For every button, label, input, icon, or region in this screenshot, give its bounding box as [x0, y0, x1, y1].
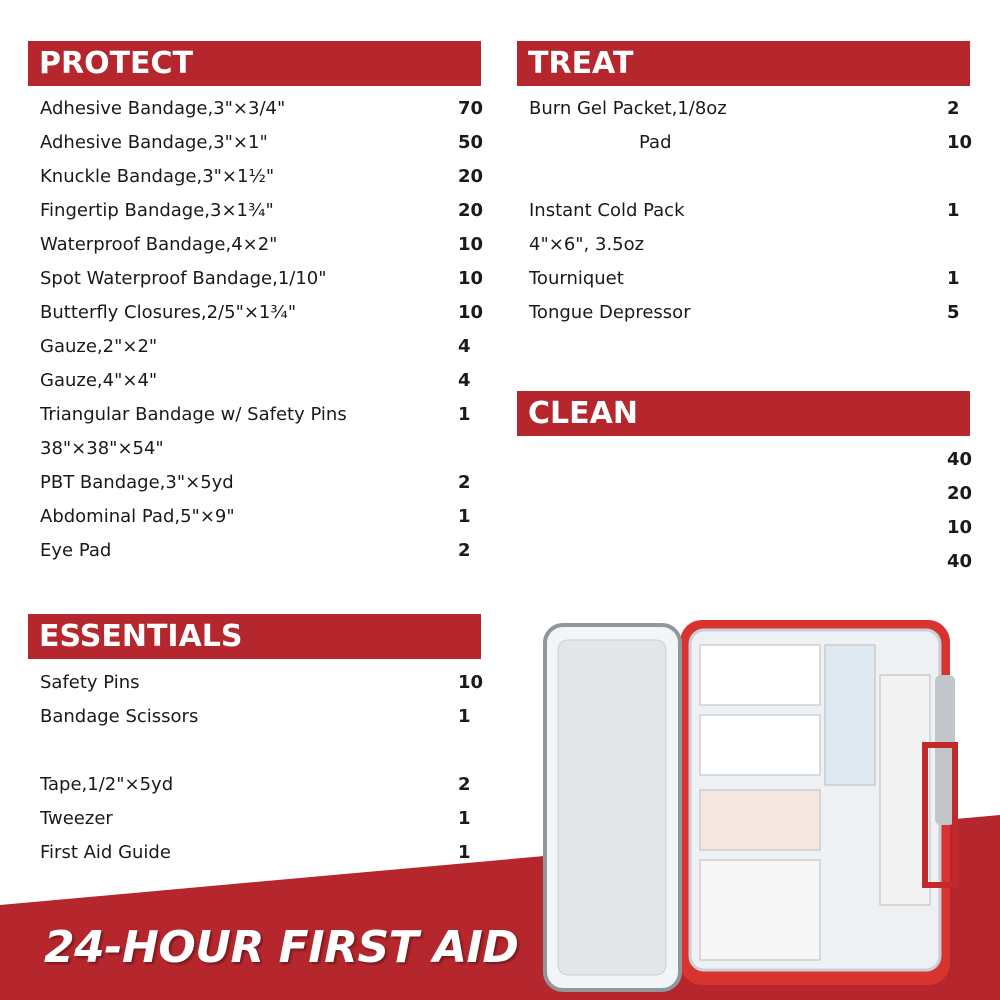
item-label: Tongue Depressor: [529, 302, 691, 323]
item-count: 10: [458, 268, 484, 289]
protect-item: Butterfly Closures,2/5"×1¾" 10: [28, 296, 484, 330]
item-label: First Aid Guide: [40, 842, 171, 863]
item-label: Fingertip Bandage,3×1¾": [40, 200, 274, 221]
item-count: 20: [947, 483, 973, 504]
item-count: 50: [458, 132, 484, 153]
clean-item: 10: [517, 511, 973, 545]
protect-item: Knuckle Bandage,3"×1½" 20: [28, 160, 484, 194]
item-count: 1: [947, 268, 960, 289]
protect-header: PROTECT: [28, 41, 481, 86]
item-label: 4"×6", 3.5oz: [529, 234, 645, 255]
item-label: Eye Pad: [40, 540, 112, 561]
item-count: 10: [458, 672, 484, 693]
clean-item: 20: [517, 477, 973, 511]
item-label: Gauze,4"×4": [40, 370, 158, 391]
item-count: 10: [947, 517, 973, 538]
protect-item: Adhesive Bandage,3"×1" 50: [28, 126, 484, 160]
essentials-header: ESSENTIALS: [28, 614, 481, 659]
item-label: Tweezer: [40, 808, 113, 829]
item-label: Waterproof Bandage,4×2": [40, 234, 278, 255]
item-count: 1: [947, 200, 960, 221]
protect-item: Adhesive Bandage,3"×3/4" 70: [28, 92, 484, 126]
essentials-item: Safety Pins 10: [28, 666, 484, 700]
protect-item: PBT Bandage,3"×5yd 2: [28, 466, 481, 500]
item-label: Burn Gel Packet,1/8oz: [529, 98, 727, 119]
item-label: Triangular Bandage w/ Safety Pins: [40, 404, 347, 425]
item-label: Tape,1/2"×5yd: [40, 774, 174, 795]
item-count: 2: [458, 774, 471, 795]
item-count: 4: [458, 370, 471, 391]
essentials-list: Safety Pins 10 Bandage Scissors 1 Tape,1/2"×…: [28, 666, 484, 870]
treat-header: TREAT: [517, 41, 970, 86]
item-count: 1: [458, 404, 471, 425]
clean-item: 40: [517, 545, 973, 579]
essentials-item: Tape,1/2"×5yd 2: [28, 768, 481, 802]
treat-item: Burn Gel Packet,1/8oz 2: [517, 92, 970, 126]
protect-item: 38"×38"×54": [28, 432, 481, 466]
essentials-item: Bandage Scissors 1: [28, 700, 481, 734]
item-count: 2: [947, 98, 960, 119]
clean-header: CLEAN: [517, 391, 970, 436]
treat-item: Tourniquet 1: [517, 262, 970, 296]
protect-item: Eye Pad 2: [28, 534, 481, 568]
item-count: 5: [947, 302, 960, 323]
item-label: Abdominal Pad,5"×9": [40, 506, 235, 527]
first-aid-kit-image: [543, 620, 958, 992]
essentials-item: Tweezer 1: [28, 802, 481, 836]
clean-list: 40 20 10 40: [517, 443, 973, 579]
essentials-item: First Aid Guide 1: [28, 836, 481, 870]
treat-list: Burn Gel Packet,1/8oz 2 Pad 10 Instant Cold …: [517, 92, 973, 330]
item-label: Knuckle Bandage,3"×1½": [40, 166, 275, 187]
item-count: 20: [458, 200, 484, 221]
treat-item: Instant Cold Pack 1: [517, 194, 970, 228]
treat-item: Tongue Depressor 5: [517, 296, 970, 330]
item-label: Pad: [639, 132, 672, 153]
item-count: 40: [947, 551, 973, 572]
item-label: Instant Cold Pack: [529, 200, 685, 221]
item-count: 10: [458, 302, 484, 323]
treat-item: 4"×6", 3.5oz: [517, 228, 970, 262]
item-count: 70: [458, 98, 484, 119]
protect-item: Gauze,2"×2" 4: [28, 330, 481, 364]
item-count: 1: [458, 506, 471, 527]
item-count: 10: [458, 234, 484, 255]
protect-item: Fingertip Bandage,3×1¾" 20: [28, 194, 484, 228]
protect-item: Waterproof Bandage,4×2" 10: [28, 228, 484, 262]
protect-item: Triangular Bandage w/ Safety Pins 1: [28, 398, 481, 432]
item-count: 1: [458, 706, 471, 727]
item-label: PBT Bandage,3"×5yd: [40, 472, 234, 493]
treat-item: Pad 10: [517, 126, 973, 160]
item-count: 1: [458, 808, 471, 829]
item-label: Butterfly Closures,2/5"×1¾": [40, 302, 297, 323]
item-label: Gauze,2"×2": [40, 336, 158, 357]
protect-item: Gauze,4"×4" 4: [28, 364, 481, 398]
item-label: Safety Pins: [40, 672, 140, 693]
item-count: 2: [458, 540, 471, 561]
item-label: Adhesive Bandage,3"×1": [40, 132, 268, 153]
item-label: Tourniquet: [529, 268, 624, 289]
item-count: 1: [458, 842, 471, 863]
item-label: Bandage Scissors: [40, 706, 199, 727]
clean-item: 40: [517, 443, 973, 477]
item-label: Adhesive Bandage,3"×3/4": [40, 98, 286, 119]
item-count: 4: [458, 336, 471, 357]
protect-item: Abdominal Pad,5"×9" 1: [28, 500, 481, 534]
protect-list: Adhesive Bandage,3"×3/4" 70 Adhesive Banda…: [28, 92, 484, 568]
item-count: 40: [947, 449, 973, 470]
item-label: 38"×38"×54": [40, 438, 164, 459]
item-count: 10: [947, 132, 973, 153]
protect-item: Spot Waterproof Bandage,1/10" 10: [28, 262, 484, 296]
item-count: 2: [458, 472, 471, 493]
item-count: 20: [458, 166, 484, 187]
item-label: Spot Waterproof Bandage,1/10": [40, 268, 327, 289]
slogan: 24-HOUR FIRST AID: [44, 922, 519, 973]
